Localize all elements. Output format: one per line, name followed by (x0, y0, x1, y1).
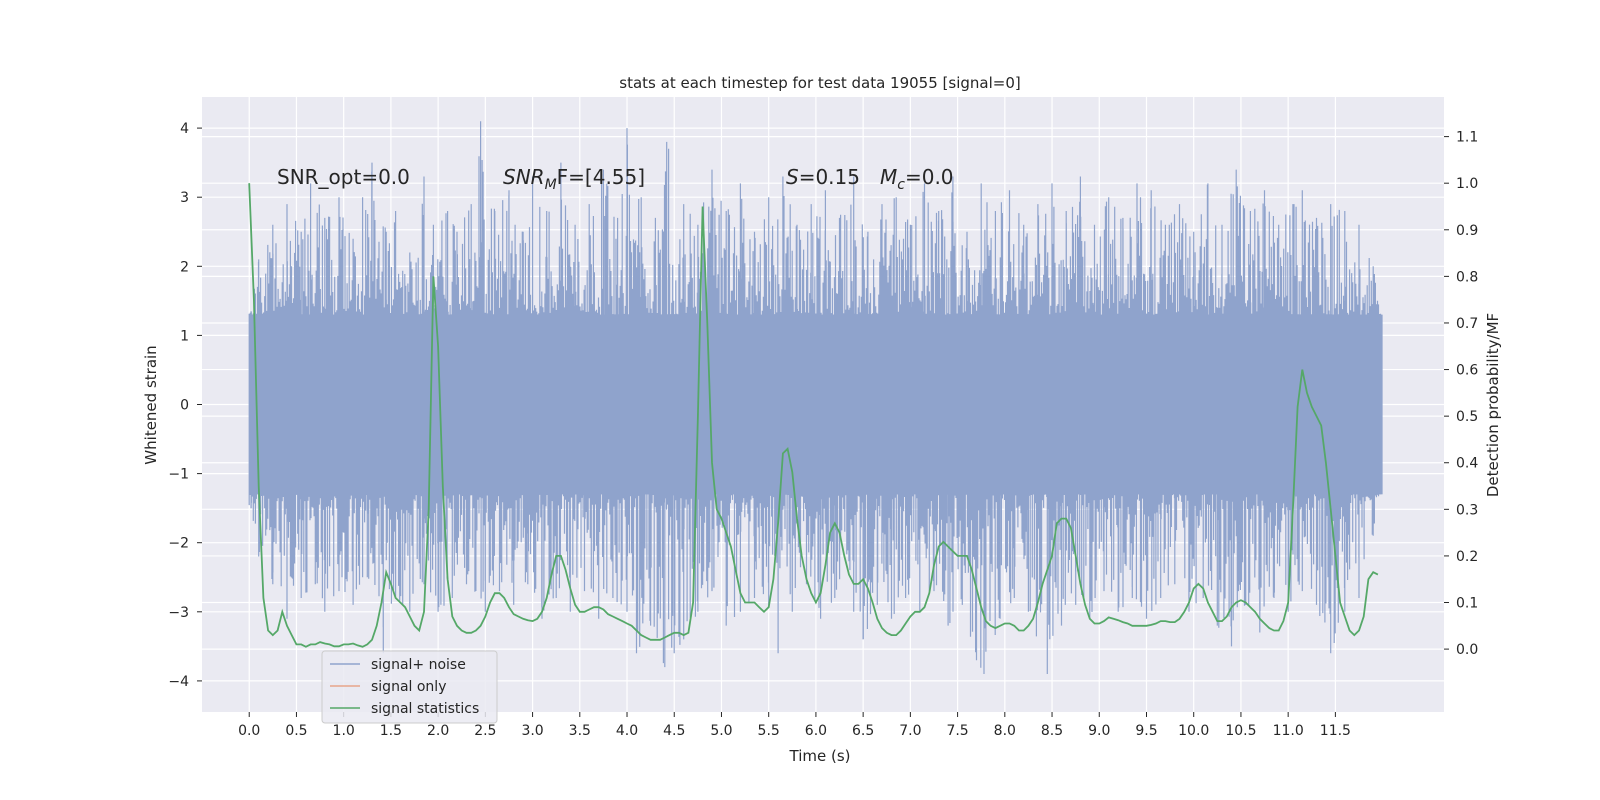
right-y-tick-label: 0.3 (1456, 502, 1478, 518)
right-y-tick-label: 0.2 (1456, 549, 1478, 565)
left-y-axis-label: Whitened strain (142, 345, 160, 464)
chart-title: stats at each timestep for test data 190… (619, 74, 1020, 92)
snr-mf-value: F=[4.55] (557, 165, 645, 189)
mc-subscript: c (897, 177, 905, 193)
right-y-tick-label: 0.4 (1456, 456, 1478, 472)
left-y-tick-label: −1 (168, 467, 189, 483)
right-y-tick-label: 0.8 (1456, 269, 1478, 285)
legend-label-signal-statistics: signal statistics (371, 701, 479, 717)
left-y-tick-label: −3 (168, 605, 189, 621)
statistics-line (248, 183, 1379, 648)
snr-opt-annotation: SNR_opt=0.0 (277, 165, 410, 189)
x-tick-label: 0.0 (238, 723, 260, 739)
snr-mf-symbol: SNR (503, 165, 545, 189)
x-tick-label: 10.0 (1178, 723, 1209, 739)
strain-spikes (248, 121, 1383, 674)
snr-mf-subscript: M (545, 177, 557, 193)
right-y-tick-label: 0.6 (1456, 363, 1478, 379)
x-tick-label: 4.0 (616, 723, 638, 739)
right-y-axis: 1.1 1.0 0.9 0.8 0.7 0.6 0.5 0.4 0.3 0.2 0.1 0.0 (1444, 130, 1478, 658)
x-tick-label: 0.5 (285, 723, 307, 739)
snr-mf-annotation: SNRMF=[4.55] (503, 165, 645, 193)
s-value: =0.15 (799, 165, 860, 189)
x-tick-label: 1.5 (380, 723, 402, 739)
left-y-axis: 4 3 2 1 0 −1 −2 −3 −4 (168, 121, 202, 690)
legend-label-signal-noise: signal+ noise (371, 657, 466, 673)
left-y-tick-label: −4 (168, 674, 189, 690)
x-tick-label: 5.5 (758, 723, 780, 739)
x-tick-label: 7.0 (899, 723, 921, 739)
x-tick-label: 7.5 (946, 723, 968, 739)
right-y-tick-label: 0.1 (1456, 596, 1478, 612)
x-tick-label: 1.0 (333, 723, 355, 739)
x-tick-label: 9.0 (1088, 723, 1110, 739)
x-tick-label: 3.5 (569, 723, 591, 739)
right-y-axis-label: Detection probability/MF (1484, 313, 1502, 497)
x-tick-label: 4.5 (663, 723, 685, 739)
left-y-tick-label: 3 (180, 190, 189, 206)
x-tick-label: 11.5 (1320, 723, 1351, 739)
s-symbol: S (786, 165, 799, 189)
right-y-tick-label: 0.5 (1456, 409, 1478, 425)
x-tick-label: 9.5 (1135, 723, 1157, 739)
x-axis: 0.0 0.5 1.0 1.5 2.0 2.5 3.0 3.5 4.0 4.5 5.0 5.5 6.0 6… (238, 712, 1351, 739)
x-tick-label: 2.0 (427, 723, 449, 739)
x-tick-label: 10.5 (1225, 723, 1256, 739)
x-axis-label: Time (s) (789, 747, 851, 765)
x-tick-label: 8.5 (1041, 723, 1063, 739)
left-y-tick-label: −2 (168, 536, 189, 552)
right-y-tick-label: 1.0 (1456, 176, 1478, 192)
mc-annotation: Mc=0.0 (880, 165, 954, 193)
left-y-tick-label: 0 (180, 398, 189, 414)
x-tick-label: 3.0 (521, 723, 543, 739)
right-y-tick-label: 0.7 (1456, 316, 1478, 332)
x-tick-label: 6.5 (852, 723, 874, 739)
left-y-tick-label: 1 (180, 328, 189, 344)
x-tick-label: 2.5 (474, 723, 496, 739)
legend-label-signal-only: signal only (371, 679, 446, 695)
legend: signal+ noise signal only signal statist… (321, 650, 498, 724)
x-tick-label: 6.0 (805, 723, 827, 739)
legend-box (321, 650, 498, 724)
x-tick-label: 5.0 (710, 723, 732, 739)
x-tick-label: 8.0 (994, 723, 1016, 739)
statistics-series (248, 183, 1379, 648)
right-y-tick-label: 1.1 (1456, 130, 1478, 146)
right-y-tick-label: 0.0 (1456, 642, 1478, 658)
mc-symbol: M (880, 165, 897, 189)
x-tick-label: 11.0 (1273, 723, 1304, 739)
mc-value: =0.0 (905, 165, 954, 189)
right-y-tick-label: 0.9 (1456, 223, 1478, 239)
left-y-tick-label: 2 (180, 259, 189, 275)
left-y-tick-label: 4 (180, 121, 189, 137)
s-annotation: S=0.15 (786, 165, 860, 189)
